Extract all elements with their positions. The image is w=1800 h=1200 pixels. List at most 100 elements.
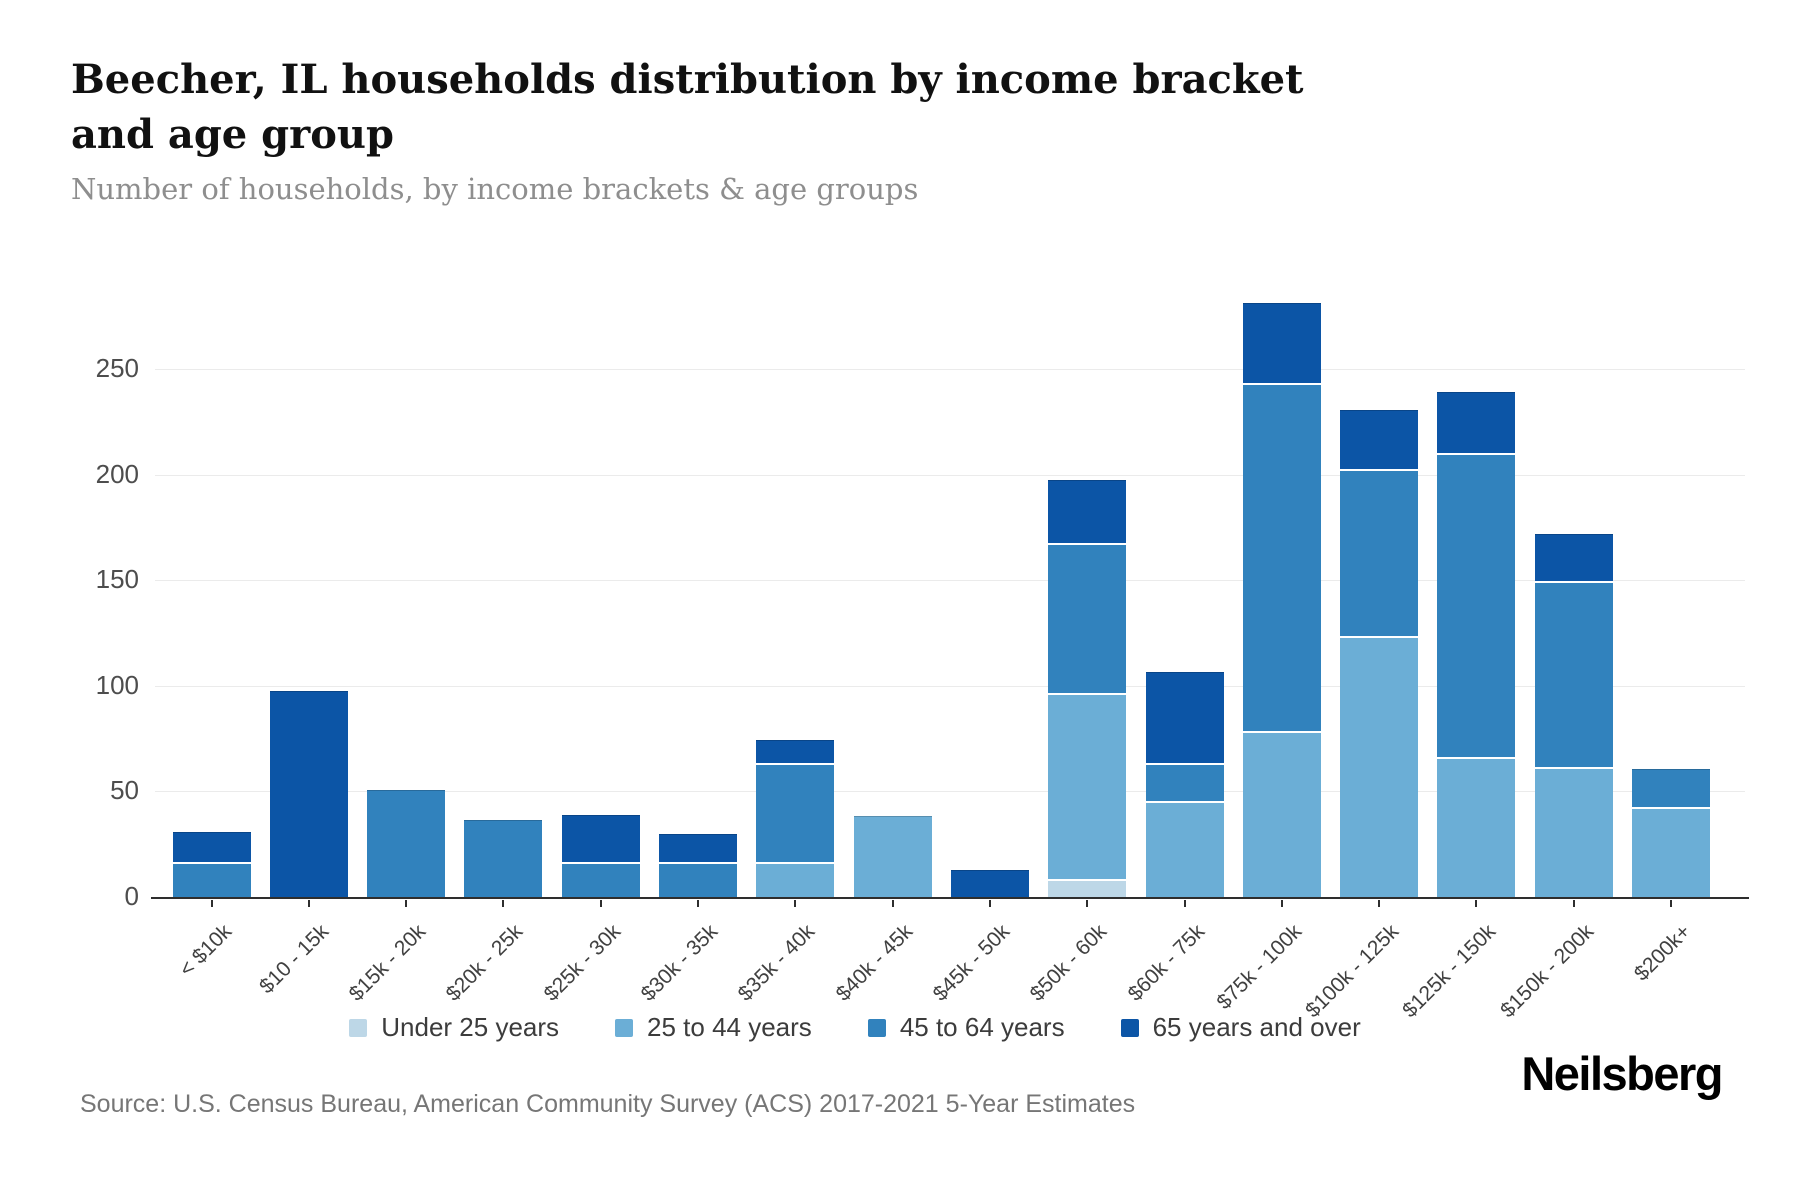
bar-segment-25 to 44 years	[1340, 636, 1419, 898]
x-tick-label: $25k - 30k	[539, 920, 625, 1006]
bar-segment-25 to 44 years	[1242, 731, 1321, 898]
bar-$125k - 150k	[1437, 390, 1516, 898]
bar-segment-45 to 64 years	[1145, 763, 1224, 801]
x-tick-mark	[1183, 900, 1186, 907]
legend-label: 45 to 64 years	[899, 1012, 1065, 1042]
x-tick-label: $50k - 60k	[1025, 920, 1112, 1006]
bar-$200k+	[1632, 767, 1710, 898]
legend-item-25 to 44 years: 25 to 44 years	[615, 1012, 812, 1043]
bar-$25k - 30k	[561, 813, 640, 898]
gridline	[155, 791, 1745, 793]
bar-$30k - 35k	[659, 832, 737, 898]
bar-segment-45 to 64 years	[659, 862, 737, 898]
bar-segment-65 years and over	[950, 868, 1029, 898]
x-tick-mark	[1086, 900, 1089, 907]
bar-< $10k	[172, 830, 251, 898]
x-tick-label: $100k - 125k	[1301, 920, 1404, 1023]
bar-segment-45 to 64 years	[756, 763, 835, 862]
bar-segment-Under 25 years	[1048, 879, 1127, 898]
bar-segment-45 to 64 years	[561, 862, 640, 898]
bar-$35k - 40k	[756, 738, 835, 898]
x-tick-mark	[988, 900, 991, 907]
x-tick-mark	[502, 900, 505, 907]
bar-segment-65 years and over	[172, 830, 251, 862]
y-tick-label: 100	[95, 669, 139, 700]
x-tick-mark	[1475, 900, 1478, 907]
x-tick-mark	[1378, 900, 1381, 907]
y-tick-label: 0	[124, 881, 139, 911]
y-tick-label: 150	[95, 564, 139, 595]
bar-segment-65 years and over	[269, 689, 348, 898]
bar-segment-25 to 44 years	[853, 814, 932, 898]
bar-segment-45 to 64 years	[172, 862, 251, 898]
legend-label: 25 to 44 years	[647, 1012, 812, 1042]
bar-segment-25 to 44 years	[1145, 801, 1224, 898]
bar-segment-45 to 64 years	[1340, 469, 1419, 636]
x-tick-label: $60k - 75k	[1123, 920, 1209, 1006]
x-tick-mark	[1670, 900, 1672, 907]
bar-segment-25 to 44 years	[756, 862, 835, 898]
x-tick-label: $40k - 45k	[831, 920, 917, 1006]
bar-segment-65 years and over	[1145, 670, 1224, 763]
plot-area: 0 50 100 150 200 250 < $10k $10 - 15k $15k - 20k…	[96, 250, 1749, 1022]
x-tick-label: $15k - 20k	[344, 920, 431, 1006]
x-tick-mark	[891, 900, 894, 907]
x-tick-label: $150k - 200k	[1495, 920, 1598, 1023]
x-tick-label: < $10k	[174, 920, 236, 982]
x-tick-label: $75k - 100k	[1212, 920, 1307, 1014]
x-tick-mark	[794, 900, 797, 907]
bar-$100k - 125k	[1340, 408, 1419, 898]
bar-segment-45 to 64 years	[367, 788, 446, 898]
legend-swatch	[867, 1018, 886, 1037]
bar-segment-65 years and over	[1437, 390, 1516, 453]
bar-segment-45 to 64 years	[1048, 543, 1127, 693]
bar-segment-25 to 44 years	[1632, 807, 1710, 898]
bar-$20k - 25k	[464, 818, 543, 898]
x-tick-mark	[307, 900, 310, 907]
x-tick-label: $125k - 150k	[1398, 920, 1501, 1023]
bar-segment-65 years and over	[1242, 301, 1321, 383]
bar-segment-45 to 64 years	[1534, 581, 1613, 767]
bar-$50k - 60k	[1048, 478, 1127, 898]
gridline	[155, 685, 1745, 687]
x-tick-label: $200k+	[1629, 920, 1696, 986]
bar-segment-65 years and over	[1340, 408, 1419, 469]
x-tick-mark	[599, 900, 602, 907]
chart-title: Beecher, IL households distribution by i…	[71, 56, 1304, 159]
bar-$40k - 45k	[853, 814, 932, 898]
bar-$45k - 50k	[950, 868, 1029, 898]
x-tick-label: $20k - 25k	[442, 920, 528, 1006]
x-axis-line	[151, 897, 1749, 899]
legend: Under 25 years 25 to 44 years 45 to 64 yea…	[155, 1012, 1555, 1043]
gridline	[155, 474, 1745, 476]
bar-$150k - 200k	[1534, 532, 1613, 898]
bar-segment-45 to 64 years	[464, 818, 543, 898]
gridline	[155, 369, 1745, 371]
legend-item-Under 25 years: Under 25 years	[349, 1012, 559, 1043]
legend-swatch	[1120, 1018, 1139, 1037]
bar-segment-45 to 64 years	[1437, 453, 1516, 757]
x-tick-mark	[405, 900, 408, 907]
source-text: Source: U.S. Census Bureau, American Com…	[80, 1090, 1136, 1118]
bar-segment-65 years and over	[561, 813, 640, 862]
y-tick-label: 200	[95, 458, 139, 489]
legend-swatch	[615, 1018, 634, 1037]
bar-segment-25 to 44 years	[1437, 757, 1516, 898]
x-tick-label: $30k - 35k	[636, 920, 723, 1006]
brand-logo: Neilsberg	[1521, 1047, 1723, 1100]
bar-segment-65 years and over	[1048, 478, 1127, 543]
x-tick-mark	[1280, 900, 1283, 907]
bar-$15k - 20k	[367, 788, 446, 898]
chart-subtitle: Number of households, by income brackets…	[71, 172, 919, 206]
bar-$75k - 100k	[1242, 301, 1321, 898]
bar-segment-65 years and over	[1534, 532, 1613, 581]
x-tick-label: $10 - 15k	[254, 920, 334, 999]
legend-swatch	[349, 1018, 368, 1037]
x-tick-mark	[697, 900, 699, 907]
bar-segment-25 to 44 years	[1534, 767, 1613, 898]
legend-item-65 years and over: 65 years and over	[1120, 1012, 1361, 1043]
bar-segment-45 to 64 years	[1632, 767, 1710, 807]
bar-$10 - 15k	[269, 689, 348, 898]
y-tick-label: 250	[95, 353, 139, 384]
x-tick-mark	[210, 900, 213, 907]
